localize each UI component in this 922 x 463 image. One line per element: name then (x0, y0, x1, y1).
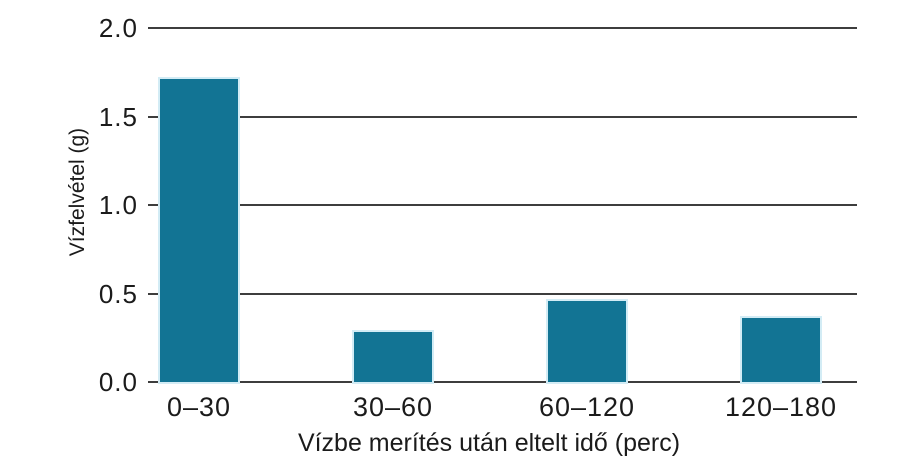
y-tick-label: 1.0 (98, 190, 138, 220)
bar-120–180 (742, 318, 820, 382)
x-category-label: 120–180 (724, 392, 838, 422)
x-category-label: 60–120 (538, 392, 636, 422)
x-axis-title: Vízbe merítés után eltelt idő (perc) (297, 429, 681, 457)
x-axis-line (148, 381, 857, 383)
y-tick-label: 2.0 (98, 13, 138, 43)
bar-0–30 (160, 79, 238, 382)
y-tick-label: 0.5 (98, 278, 138, 309)
gridline (148, 204, 857, 206)
plot-area (148, 27, 857, 383)
y-tick-label: 0.0 (98, 367, 138, 397)
bar-30–60 (354, 332, 432, 382)
x-category-label: 30–60 (352, 392, 434, 422)
x-category-label: 0–30 (166, 392, 232, 422)
bar-60–120 (548, 300, 626, 382)
gridline (148, 292, 857, 295)
y-tick-label: 1.5 (98, 101, 138, 132)
gridline (148, 115, 857, 118)
gridline (148, 27, 857, 29)
